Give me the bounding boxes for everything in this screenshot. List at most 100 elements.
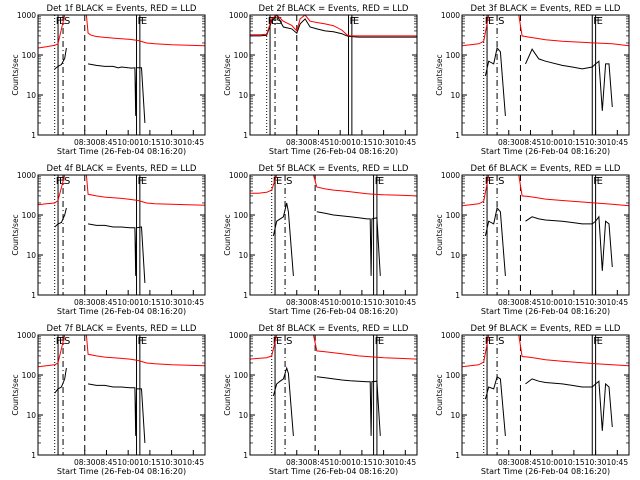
marker-label: F [56,16,62,27]
x-tick-label: 10:45 [606,458,628,467]
x-tick-label: 10:15 [351,138,373,147]
x-tick-label: 10:00 [117,138,139,147]
marker-label: F [138,16,144,27]
x-tick-label: 08:45 [520,298,542,307]
plot-frame [249,334,418,456]
y-tick-label: 1 [31,291,36,300]
series-events-line [54,207,67,228]
x-tick-label: 10:30 [373,138,395,147]
series-events-line [484,376,506,436]
x-tick-label: 10:30 [585,138,607,147]
panel-title: Det 7f BLACK = Events, RED = LLD [47,324,197,334]
series-events-line [54,47,67,70]
y-tick-label: 10 [26,411,36,420]
x-tick-label: 10:00 [329,298,351,307]
x-tick-label: 10:15 [563,138,585,147]
plot-frame [249,174,418,296]
panel-det-3: Det 3f BLACK = Events, RED = LLD 1 10 100 10… [435,4,630,156]
series-events-line [316,211,381,276]
x-axis-title: Start Time (26-Feb-04 08:16:20) [57,467,186,476]
panel-title: Det 6f BLACK = Events, RED = LLD [471,164,621,174]
panel-title: Det 9f BLACK = Events, RED = LLD [471,324,621,334]
x-tick-label: 10:00 [329,458,351,467]
x-axis-title: Start Time (26-Feb-04 08:16:20) [57,147,186,156]
y-tick-label: 10 [26,251,36,260]
panel-det-8: Det 8f BLACK = Events, RED = LLD 1 10 100 10… [223,324,418,476]
y-tick-label: 10 [26,91,36,100]
marker-label: F [593,16,599,27]
marker-label: F [273,336,279,347]
x-tick-label: 08:45 [308,138,330,147]
series-events-line [88,63,146,124]
series-lld-line [37,174,206,206]
y-axis-title: Counts/sec [223,374,232,415]
panel-det-4: Det 4f BLACK = Events, RED = LLD 1 10 100 10… [11,164,206,316]
y-tick-label: 100 [234,211,249,220]
y-tick-label: 100 [446,371,461,380]
marker-label: E [378,336,384,347]
panel-title: Det 5f BLACK = Events, RED = LLD [259,164,409,174]
series-events-line [272,202,294,276]
marker-label: S [286,176,292,187]
plot-frame [461,14,630,136]
plot-frame [461,334,630,456]
panel-det-9: Det 9f BLACK = Events, RED = LLD 1 10 100 10… [435,324,630,476]
plot-frame [461,174,630,296]
marker-label: E [59,16,65,27]
marker-label: F [273,176,279,187]
marker-label: S [64,176,70,187]
x-axis-title: Start Time (26-Feb-04 08:16:20) [57,307,186,316]
x-tick-label: 10:00 [117,458,139,467]
y-tick-label: 10 [450,411,460,420]
marker-label: E [488,16,494,27]
y-tick-label: 100 [234,371,249,380]
y-tick-label: 1000 [17,11,36,20]
panel-title: Det 3f BLACK = Events, RED = LLD [471,4,621,14]
plot-frame [249,14,418,136]
y-tick-label: 1 [243,291,248,300]
y-axis-title: Counts/sec [435,214,444,255]
panel-title: Det 4f BLACK = Events, RED = LLD [47,164,197,174]
x-tick-label: 08:30 [74,458,96,467]
y-tick-label: 1 [243,131,248,140]
marker-label: E [597,16,603,27]
y-tick-label: 100 [22,371,37,380]
x-tick-label: 08:30 [74,298,96,307]
series-events-line [525,378,613,431]
marker-label: E [59,176,65,187]
y-tick-label: 1000 [229,11,248,20]
marker-label: E [488,336,494,347]
marker-label: F [375,176,381,187]
series-lld-line [37,14,206,49]
marker-label: F [593,336,599,347]
y-tick-label: 10 [238,411,248,420]
series-events-line [484,46,506,116]
x-tick-label: 08:45 [96,138,118,147]
y-tick-label: 1000 [17,171,36,180]
x-tick-label: 10:00 [541,298,563,307]
plot-frame [37,334,206,456]
marker-label: E [271,16,277,27]
series-events-line [272,366,294,436]
series-events-line [54,367,67,394]
panel-det-7: Det 7f BLACK = Events, RED = LLD 1 10 100 10… [11,324,206,476]
marker-label: E [141,336,147,347]
y-tick-label: 10 [450,91,460,100]
x-tick-label: 10:00 [117,298,139,307]
plot-frame [37,14,206,136]
x-tick-label: 08:30 [74,138,96,147]
x-tick-label: 08:45 [308,298,330,307]
marker-label: E [59,336,65,347]
marker-label: S [498,336,504,347]
series-events-line [525,215,613,271]
marker-label: F [375,336,381,347]
series-events-line [88,223,146,284]
panel-det-2: Det 2f BLACK = Events, RED = LLD 1 10 100 10… [223,4,418,156]
marker-label: F [138,176,144,187]
x-tick-label: 08:30 [498,138,520,147]
panel-title: Det 2f BLACK = Events, RED = LLD [259,4,409,14]
series-events-line [484,206,506,276]
x-axis-title: Start Time (26-Feb-04 08:16:20) [481,307,610,316]
series-events-line [525,48,613,111]
x-tick-label: 10:45 [182,298,204,307]
